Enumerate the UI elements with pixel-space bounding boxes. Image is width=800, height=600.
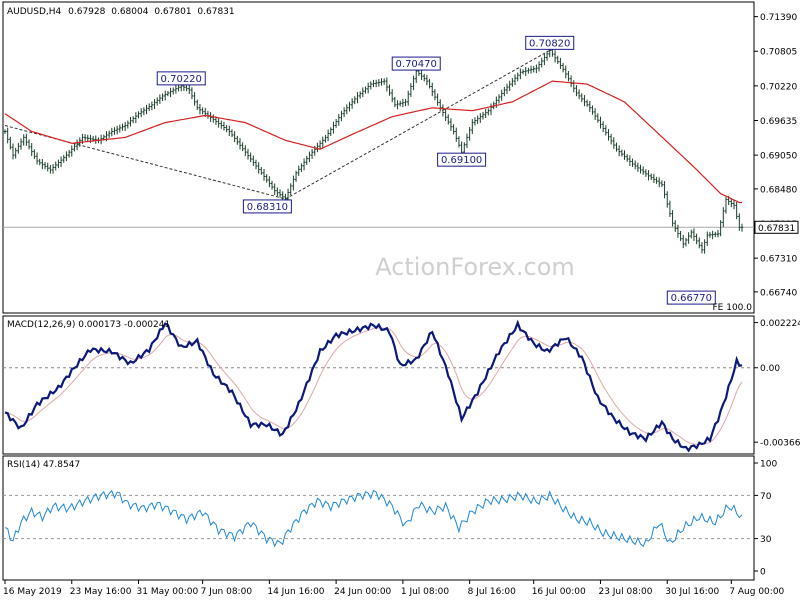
trendline	[4, 125, 286, 200]
annotations: 0.70220 0.68310 0.70470 0.69100 0.70820 0.667…	[156, 35, 716, 305]
rsi-tick-label: 100	[760, 460, 777, 470]
level-annotation: 0.68310	[247, 202, 288, 213]
rsi-axis: 100 70 30 0	[754, 460, 777, 578]
level-annotation-box	[391, 56, 441, 71]
time-tick-label: 1 Jul 08:00	[401, 587, 450, 597]
rsi-tick-label: 70	[760, 492, 772, 502]
time-tick-label: 14 Jun 16:00	[267, 587, 324, 597]
price-tick-label: 0.69635	[760, 117, 797, 127]
macd-signal-line	[4, 327, 743, 446]
macd-tick-label: 0.002224	[760, 319, 800, 329]
macd-axis: 0.002224 0.00 -0.003667	[754, 319, 800, 449]
rsi-header: RSI(14) 47.8547	[7, 460, 80, 470]
price-tick-label: 0.69050	[760, 152, 797, 162]
time-tick-label: 16 Jul 00:00	[532, 587, 586, 597]
trendlines	[4, 49, 550, 200]
macd-header: MACD(12,26,9) 0.000173 -0.000241	[7, 320, 170, 330]
price-tick-label: 0.71390	[760, 13, 797, 23]
time-tick-label: 7 Jun 08:00	[201, 587, 253, 597]
symbol-label: AUDUSD,H4	[7, 7, 62, 17]
level-annotation-box	[666, 290, 716, 305]
low-value: 0.67801	[154, 7, 191, 17]
price-tick-label: 0.68480	[760, 185, 797, 195]
level-annotation-box	[156, 71, 206, 86]
macd-lines	[3, 319, 754, 453]
price-tick-label: 0.66740	[760, 288, 797, 298]
level-annotation-box	[525, 35, 575, 50]
macd-panel-frame	[2, 315, 755, 455]
level-annotation: 0.70220	[161, 74, 202, 85]
fe-label: FE 100.0	[713, 303, 753, 313]
rsi-panel-frame	[2, 455, 755, 581]
price-tag-label: 0.67831	[758, 224, 795, 234]
time-tick-label: 8 Jul 16:00	[468, 587, 517, 597]
moving-average	[4, 80, 742, 204]
price-bars	[3, 46, 744, 254]
price-axis: 0.71390 0.70805 0.70220 0.69635 0.69050 0.684…	[754, 13, 799, 298]
time-axis: 16 May 2019 23 May 16:00 31 May 00:00 7 Jun…	[3, 580, 785, 597]
time-tick-label: 23 Jul 08:00	[598, 587, 652, 597]
rsi-tick-label: 0	[760, 568, 766, 578]
time-tick-label: 7 Aug 00:00	[729, 587, 784, 597]
level-annotation: 0.66770	[671, 293, 712, 304]
price-header: AUDUSD,H4 0.67928 0.68004 0.67801 0.6783…	[7, 7, 235, 17]
rsi-series-line	[4, 489, 743, 548]
macd-main-line	[4, 319, 743, 453]
time-tick-label: 30 Jul 16:00	[665, 587, 719, 597]
rsi-tick-label: 30	[760, 535, 772, 545]
open-value: 0.67928	[68, 7, 105, 17]
level-annotation: 0.69100	[441, 155, 482, 166]
price-tick-label: 0.70805	[760, 48, 797, 58]
level-annotation: 0.70820	[529, 38, 570, 49]
level-annotation: 0.70470	[396, 59, 437, 70]
level-annotation-box	[437, 152, 487, 167]
price-tick-label: 0.67310	[760, 255, 797, 265]
price-panel-frame	[2, 1, 755, 314]
watermark: ActionForex.com	[375, 253, 575, 281]
close-value: 0.67831	[197, 7, 234, 17]
time-tick-label: 31 May 00:00	[137, 587, 199, 597]
moving-average-line	[4, 80, 742, 204]
time-tick-label: 24 Jun 00:00	[334, 587, 391, 597]
level-annotation-box	[242, 199, 292, 214]
time-tick-label: 16 May 2019	[3, 587, 62, 597]
macd-tick-label: 0.00	[760, 364, 780, 374]
rsi-line	[3, 489, 754, 548]
macd-tick-label: -0.003667	[760, 439, 800, 449]
high-value: 0.68004	[111, 7, 148, 17]
price-tag-box	[754, 220, 799, 234]
time-tick-label: 23 May 16:00	[70, 587, 132, 597]
price-tick-label: 0.70220	[760, 82, 797, 92]
trendline	[285, 49, 550, 200]
